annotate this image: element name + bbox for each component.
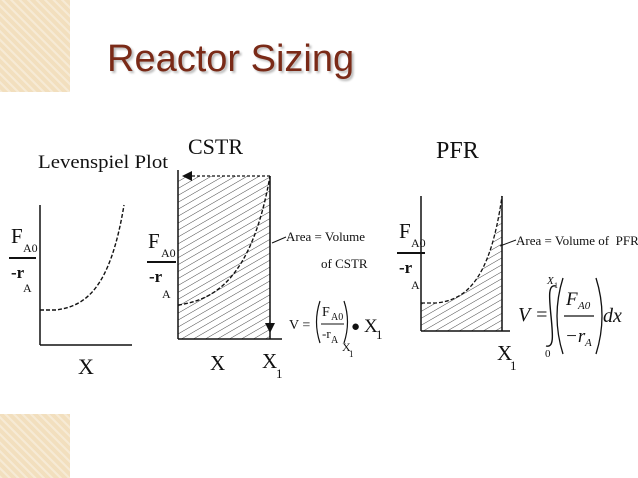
svg-text:A: A — [331, 335, 339, 346]
svg-text:X: X — [364, 316, 378, 337]
svg-text:1: 1 — [554, 281, 558, 290]
svg-text:-r: -r — [399, 258, 413, 277]
multiply-bullet: ● — [351, 319, 360, 335]
pfr-heading: PFR — [436, 138, 479, 164]
left-paren — [315, 300, 321, 344]
cstr-x-label: X — [210, 351, 225, 375]
cstr-y-label: F A0 -r A — [147, 229, 176, 301]
cstr-annotation-line1: Area = Volume — [286, 229, 365, 244]
integral-sign — [545, 285, 557, 347]
pfr-panel: PFR F A0 -r A Area = Volume of PFR X 1 V… — [397, 138, 638, 373]
cstr-heading: CSTR — [188, 134, 243, 159]
levenspiel-x-label: X — [78, 354, 94, 379]
svg-text:X: X — [497, 341, 512, 365]
svg-text:A0: A0 — [411, 236, 426, 250]
svg-text:X: X — [546, 275, 555, 287]
svg-text:-r: -r — [11, 263, 25, 282]
svg-text:A: A — [584, 337, 592, 349]
svg-text:F: F — [322, 305, 330, 320]
cstr-x1-label: X 1 — [262, 349, 283, 381]
levenspiel-curve — [40, 204, 125, 311]
levenspiel-heading: Levenspiel Plot — [38, 152, 169, 173]
pfr-x1-label: X 1 — [497, 341, 517, 373]
svg-text:A0: A0 — [577, 300, 591, 312]
svg-text:dx: dx — [603, 305, 622, 327]
svg-text:F: F — [399, 219, 411, 243]
svg-text:-r: -r — [149, 267, 163, 286]
svg-text:F: F — [565, 289, 578, 310]
pfr-design-equation: V = X 1 0 F A0 −r A dx — [518, 275, 622, 360]
corner-decoration-bottom — [0, 414, 70, 478]
svg-text:A: A — [23, 281, 32, 295]
cstr-curve — [177, 175, 271, 306]
svg-text:1: 1 — [376, 327, 383, 342]
pfr-annotation-pointer — [499, 239, 517, 247]
left-paren — [556, 277, 564, 355]
cstr-down-arrowhead — [265, 323, 275, 333]
svg-text:1: 1 — [349, 349, 354, 359]
levenspiel-panel: Levenspiel Plot F A0 -r A X — [9, 152, 169, 379]
cstr-annotation-pointer — [271, 236, 287, 244]
cstr-shaded-area — [178, 176, 270, 339]
pfr-y-label: F A0 -r A — [397, 219, 426, 292]
svg-text:-r: -r — [322, 326, 331, 341]
pfr-curve — [421, 195, 503, 304]
pfr-shaded-area — [421, 196, 502, 331]
cstr-annotation-line2: of CSTR — [321, 256, 368, 271]
cstr-panel: CSTR F A0 -r A Area = Volume of CSTR X X… — [147, 134, 383, 381]
svg-text:A: A — [411, 278, 420, 292]
svg-text:F: F — [148, 229, 160, 253]
right-paren — [595, 277, 603, 355]
cstr-left-arrowhead — [182, 171, 192, 181]
svg-text:A0: A0 — [23, 241, 38, 255]
svg-text:F: F — [11, 224, 23, 248]
svg-text:0: 0 — [545, 348, 551, 360]
svg-text:X: X — [342, 340, 351, 354]
svg-text:V =: V = — [518, 304, 548, 326]
svg-text:A0: A0 — [331, 312, 343, 323]
corner-decoration-top — [0, 0, 70, 92]
slide-title: Reactor Sizing — [107, 38, 355, 80]
cstr-design-equation: V = F A0 -r A X 1 ● X 1 — [289, 300, 383, 359]
svg-text:A: A — [162, 287, 171, 301]
svg-text:−r: −r — [565, 326, 586, 347]
svg-text:1: 1 — [276, 366, 283, 381]
svg-text:V =: V = — [289, 318, 310, 333]
svg-text:X: X — [262, 349, 277, 373]
right-paren — [343, 300, 349, 344]
levenspiel-y-label: F A0 -r A — [9, 224, 38, 295]
svg-text:1: 1 — [510, 358, 517, 373]
pfr-annotation: Area = Volume of PFR — [516, 233, 638, 248]
svg-text:A0: A0 — [161, 246, 176, 260]
